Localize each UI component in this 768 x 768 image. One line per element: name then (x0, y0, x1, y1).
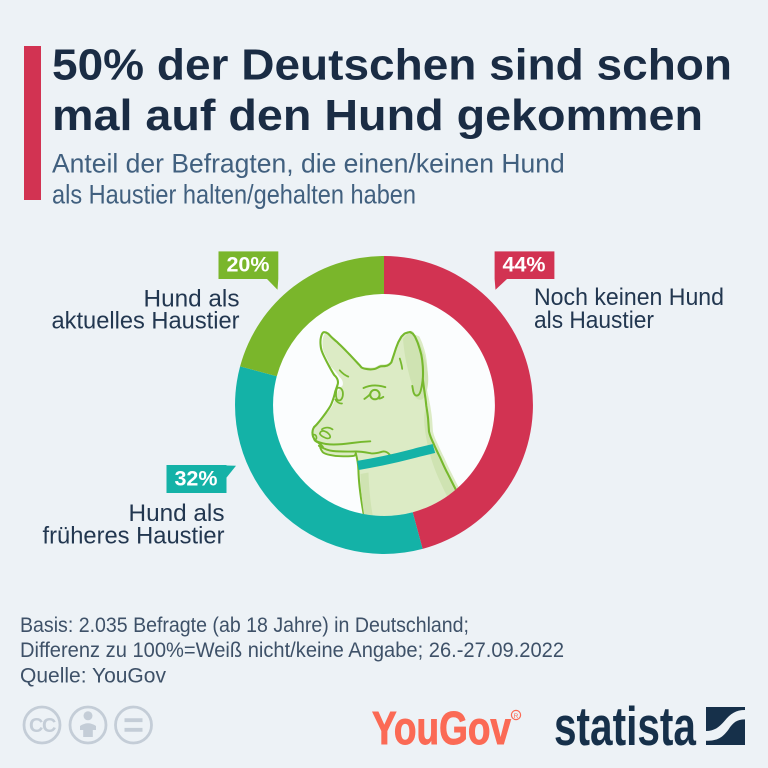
svg-text:CC: CC (29, 715, 56, 737)
svg-text:50% der Deutschen sind schon: 50% der Deutschen sind schon (52, 41, 732, 90)
svg-text:YouGov: YouGov (372, 702, 511, 754)
svg-text:Differenz zu 100%=Weiß nicht/k: Differenz zu 100%=Weiß nicht/keine Angab… (20, 639, 564, 662)
svg-text:20%: 20% (226, 253, 269, 277)
svg-text:als Haustier: als Haustier (534, 307, 654, 334)
svg-text:mal auf den Hund gekommen: mal auf den Hund gekommen (52, 91, 703, 140)
svg-text:44%: 44% (502, 253, 545, 277)
svg-text:Anteil der Befragten, die eine: Anteil der Befragten, die einen/keinen H… (52, 149, 565, 179)
svg-text:32%: 32% (174, 467, 217, 491)
svg-text:Quelle: YouGov: Quelle: YouGov (20, 664, 166, 687)
svg-text:als Haustier halten/gehalten h: als Haustier halten/gehalten haben (52, 179, 416, 209)
svg-text:statista: statista (554, 695, 696, 757)
svg-text:Basis: 2.035 Befragte (ab 18 J: Basis: 2.035 Befragte (ab 18 Jahre) in D… (20, 614, 469, 637)
svg-text:Noch keinen Hund: Noch keinen Hund (534, 284, 724, 311)
svg-text:Hund als: Hund als (144, 285, 240, 312)
svg-text:Hund als: Hund als (129, 500, 225, 527)
svg-text:R: R (514, 713, 519, 720)
svg-text:früheres Haustier: früheres Haustier (43, 523, 225, 550)
svg-text:aktuelles Haustier: aktuelles Haustier (52, 308, 240, 335)
